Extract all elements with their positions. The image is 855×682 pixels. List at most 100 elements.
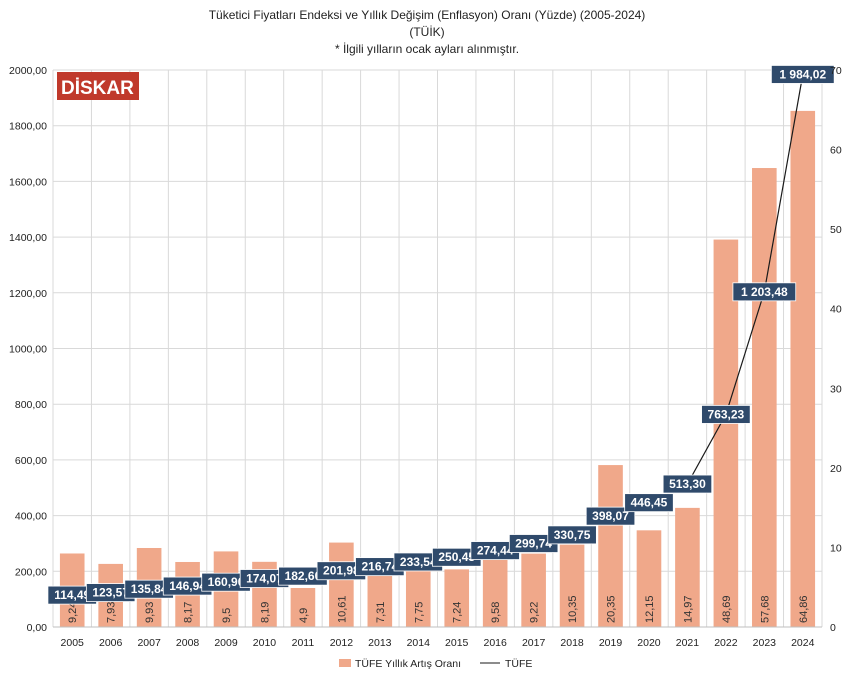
- line-point-label: 274,44: [470, 541, 520, 560]
- chart-title: Tüketici Fiyatları Endeksi ve Yıllık Değ…: [209, 8, 646, 22]
- bar: [290, 588, 316, 627]
- line-point-label-text: 123,57: [92, 586, 129, 600]
- bar-value-label: 7,31: [375, 602, 387, 623]
- right-axis-tick-label: 50: [830, 224, 842, 236]
- bar-value-label: 8,19: [259, 602, 271, 623]
- bar-value-label: 64,86: [798, 595, 810, 623]
- bar-value-label: 4,9: [298, 608, 310, 623]
- bar-value-label: 7,75: [413, 602, 425, 623]
- x-axis-tick-label: 2019: [599, 637, 623, 649]
- legend-bar-label: TÜFE Yıllık Artış Oranı: [355, 658, 461, 670]
- bar-series: [59, 110, 816, 628]
- left-axis-tick-label: 600,00: [15, 455, 47, 467]
- x-axis-tick-label: 2008: [176, 637, 200, 649]
- right-axis-tick-label: 20: [830, 463, 842, 475]
- left-axis-tick-label: 1800,00: [9, 121, 47, 133]
- line-point-label: 114,49: [47, 585, 97, 605]
- line-point-label: 446,45: [624, 493, 674, 513]
- x-axis-tick-label: 2009: [214, 637, 238, 649]
- bar-value-label: 7,93: [106, 602, 118, 623]
- bar: [367, 568, 393, 627]
- bar-value-label: 57,68: [759, 595, 771, 623]
- bar-value-label: 20,35: [606, 595, 618, 623]
- x-axis-tick-label: 2007: [137, 637, 161, 649]
- line-point-label-text: 446,45: [631, 496, 668, 510]
- bar: [329, 542, 354, 627]
- data-labels: 9,24 7,93 9,93 8,17 9,5 8,19 4,9 10,61 7,31 7,75 7…: [47, 65, 835, 623]
- chart-subtitle-source: (TÜİK): [409, 25, 444, 39]
- line-point-label-text: 114,49: [54, 588, 90, 602]
- line-point-label-text: 299,74: [515, 537, 552, 551]
- x-axis-tick-label: 2012: [330, 637, 354, 649]
- bar: [752, 168, 777, 628]
- legend-bar-swatch: [339, 659, 351, 667]
- line-point-label-text: 1 203,48: [741, 285, 788, 299]
- right-axis-tick-label: 0: [830, 622, 836, 634]
- line-point-label-box: [732, 282, 797, 302]
- bar: [405, 565, 431, 627]
- bar-value-label: 12,15: [644, 595, 656, 623]
- line-point-label-text: 233,54: [400, 555, 437, 569]
- line-point-label: 182,60: [278, 566, 328, 586]
- x-axis-tick-label: 2013: [368, 637, 392, 649]
- left-axis-tick-label: 0,00: [27, 622, 48, 634]
- left-axis-tick-label: 1200,00: [9, 288, 47, 300]
- bar-value-label: 10,61: [336, 595, 348, 623]
- line-point-label-text: 201,98: [323, 564, 360, 578]
- line-point-label-box: [547, 525, 597, 545]
- line-point-label: 299,74: [508, 534, 559, 553]
- line-point-label: 174,07: [239, 569, 290, 588]
- bar: [790, 110, 816, 627]
- bar: [675, 507, 700, 627]
- logo-background: [57, 72, 139, 100]
- line-point-label: 216,74: [355, 557, 405, 577]
- line-point-label-box: [662, 474, 713, 494]
- bar: [713, 239, 739, 627]
- line-point-label: 123,57: [85, 583, 136, 602]
- bar-value-label: 9,5: [221, 608, 233, 623]
- bar: [482, 550, 508, 627]
- bar: [521, 553, 546, 627]
- bar: [444, 569, 470, 627]
- chart-subtitle-note: * İlgili yılların ocak ayları alınmıştır…: [335, 42, 519, 56]
- line-point-label-text: 160,90: [208, 575, 245, 589]
- x-axis-tick-label: 2018: [560, 637, 584, 649]
- line-point-label-text: 513,30: [669, 477, 706, 491]
- bar: [636, 530, 662, 627]
- line-point-label-text: 135,84: [131, 582, 168, 596]
- x-axis-tick-label: 2005: [61, 637, 85, 649]
- bar: [598, 465, 623, 627]
- bar-value-label: 9,24: [67, 602, 79, 623]
- line-point-label-text: 274,44: [477, 544, 514, 558]
- bar-value-label: 8,17: [183, 602, 195, 623]
- line-point-label-text: 1 984,02: [779, 67, 826, 81]
- line-point-label: 201,98: [316, 561, 367, 581]
- legend-line-label: TÜFE: [505, 658, 532, 670]
- bar-value-label: 9,58: [490, 602, 502, 623]
- left-axis-tick-label: 1400,00: [9, 232, 47, 244]
- line-point-label-box: [701, 405, 751, 424]
- x-axis-tick-label: 2020: [637, 637, 661, 649]
- line-point-label-text: 763,23: [708, 407, 745, 421]
- logo: DİSKAR: [57, 72, 139, 100]
- line-point-label: 233,54: [393, 552, 443, 572]
- bar-value-label: 48,69: [721, 595, 733, 623]
- right-axis-tick-label: 30: [830, 383, 842, 395]
- x-axis-tick-label: 2021: [676, 637, 700, 649]
- x-axis-tick-label: 2011: [292, 637, 315, 649]
- x-axis-tick-label: 2022: [714, 637, 738, 649]
- line-point-label-text: 146,94: [169, 579, 206, 593]
- left-axis-tick-label: 1000,00: [9, 344, 47, 356]
- bar: [559, 544, 585, 627]
- left-axis-tick-label: 400,00: [15, 511, 47, 523]
- bar-value-label: 9,93: [144, 602, 156, 623]
- right-axis-tick-label: 60: [830, 145, 842, 157]
- gridlines: [52, 69, 823, 628]
- line-point-label: 763,23: [701, 405, 751, 424]
- line-point-label-text: 182,60: [285, 569, 322, 583]
- line-point-label-box: [624, 493, 674, 513]
- line-point-label-box: [585, 506, 636, 526]
- line-point-label-text: 250,45: [438, 550, 475, 564]
- legend: TÜFE Yıllık Artış Oranı TÜFE: [339, 658, 532, 670]
